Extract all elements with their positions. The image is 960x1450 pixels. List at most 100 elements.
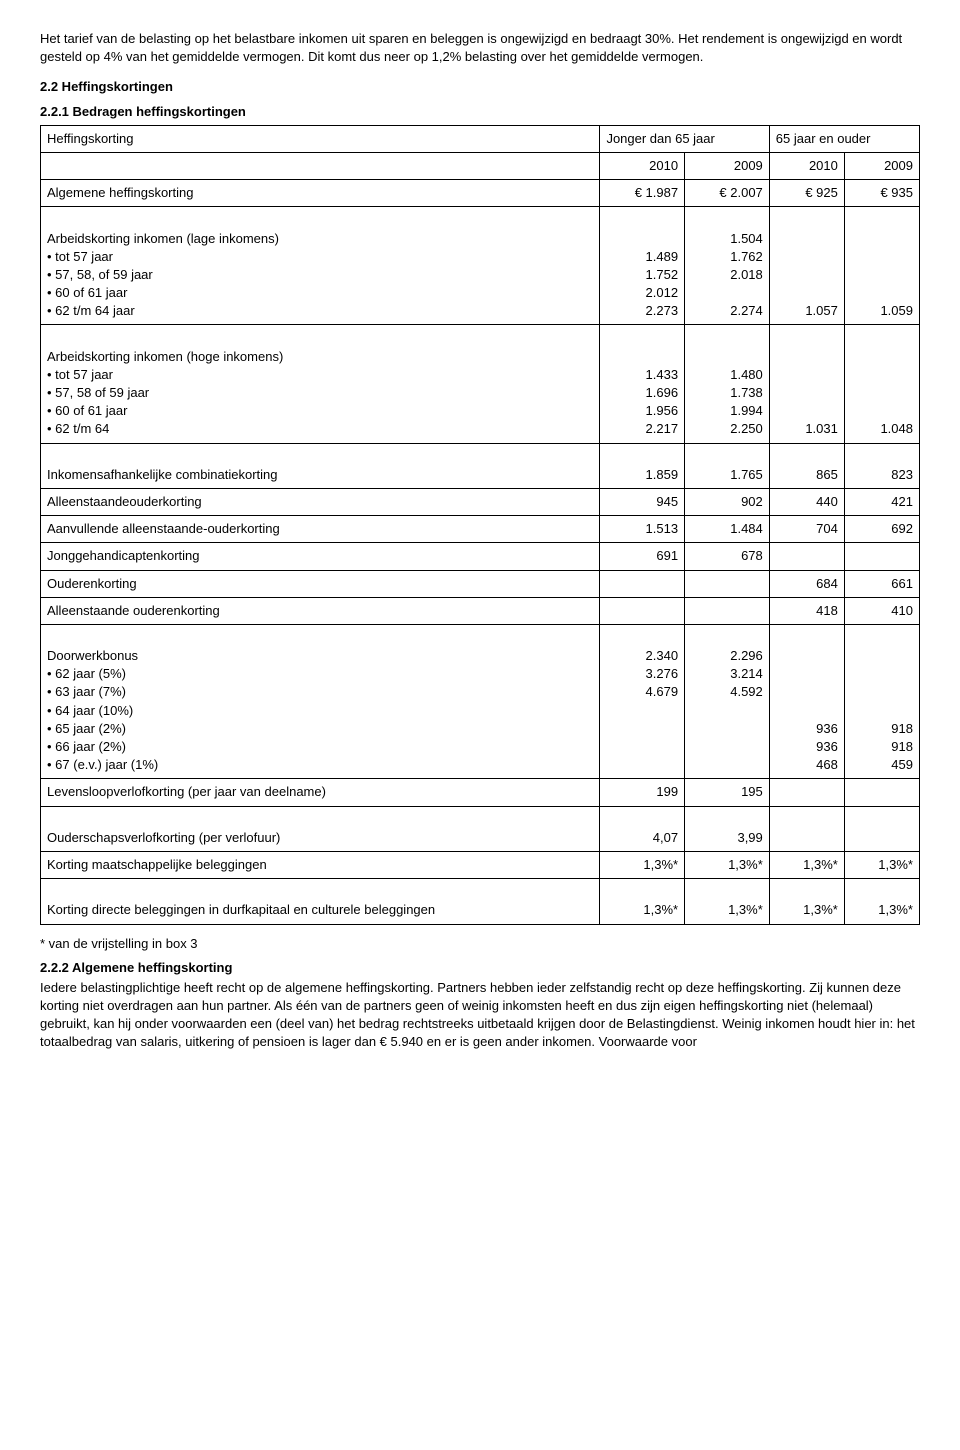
hdr-ouder: 65 jaar en ouder xyxy=(769,125,919,152)
hi-c1-a: 1.433 xyxy=(606,366,678,384)
heading-2-2-1: 2.2.1 Bedragen heffingskortingen xyxy=(40,103,920,121)
row-kdb-label: Korting directe beleggingen in durfkapit… xyxy=(41,879,600,924)
ark-high-o2009: 1.048 xyxy=(844,325,919,443)
ark-high-575859: 57, 58 of 59 jaar xyxy=(47,384,593,402)
ark-low-575859: 57, 58, of 59 jaar xyxy=(47,266,593,284)
ark-low-tot57: tot 57 jaar xyxy=(47,248,593,266)
hi-o2009: 1.048 xyxy=(851,420,913,438)
row-ic-label: Inkomensafhankelijke combinatiekorting xyxy=(41,443,600,488)
ok-2010: 684 xyxy=(769,570,844,597)
ak-2009: 410 xyxy=(844,597,919,624)
ok-j2010 xyxy=(600,570,685,597)
alg-o2009: € 935 xyxy=(844,180,919,207)
osv-o2010 xyxy=(769,806,844,851)
ic-2009: 1.765 xyxy=(685,443,770,488)
ic-label: Inkomensafhankelijke combinatiekorting xyxy=(47,466,593,484)
intro-paragraph: Het tarief van de belasting op het belas… xyxy=(40,30,920,66)
kdb-1: 1,3%* xyxy=(600,879,685,924)
heading-2-2-2: 2.2.2 Algemene heffingskorting xyxy=(40,959,920,977)
low-c1-d: 2.273 xyxy=(606,302,678,320)
ark-low-c2: 1.504 1.762 2.018 2.274 xyxy=(685,207,770,325)
hi-o2010: 1.031 xyxy=(776,420,838,438)
kdb-3: 1,3%* xyxy=(769,879,844,924)
low-o2010: 1.057 xyxy=(776,302,838,320)
lev-2010: 199 xyxy=(600,779,685,806)
ark-high-title: Arbeidskorting inkomen (hoge inkomens) xyxy=(47,348,593,366)
ok-j2009 xyxy=(685,570,770,597)
low-c2-a: 1.504 xyxy=(691,230,763,248)
row-alg-label: Algemene heffingskorting xyxy=(41,180,600,207)
ak-j2010 xyxy=(600,597,685,624)
low-c2-d: 2.274 xyxy=(691,302,763,320)
ic-o2009: 823 xyxy=(844,443,919,488)
hdr-jonger: Jonger dan 65 jaar xyxy=(600,125,769,152)
ark-low-block: Arbeidskorting inkomen (lage inkomens) t… xyxy=(41,207,600,325)
low-c1-c: 2.012 xyxy=(606,284,678,302)
hi-c2-a: 1.480 xyxy=(691,366,763,384)
dwb-65: 65 jaar (2%) xyxy=(47,720,593,738)
dwb-c2: 2.296 3.214 4.592 xyxy=(685,624,770,779)
p-2-2-2: Iedere belastingplichtige heeft recht op… xyxy=(40,979,920,1052)
ak-2010: 418 xyxy=(769,597,844,624)
dwb-63: 63 jaar (7%) xyxy=(47,683,593,701)
hdr-y2009-o: 2009 xyxy=(844,152,919,179)
alg-o2010: € 925 xyxy=(769,180,844,207)
ark-low-c1: 1.489 1.752 2.012 2.273 xyxy=(600,207,685,325)
hi-c2-d: 2.250 xyxy=(691,420,763,438)
ic-2010: 1.859 xyxy=(600,443,685,488)
kmb-4: 1,3%* xyxy=(844,851,919,878)
kdb-4: 1,3%* xyxy=(844,879,919,924)
heading-2-2: 2.2 Heffingskortingen xyxy=(40,78,920,96)
row-osv-label: Ouderschapsverlofkorting (per verlofuur) xyxy=(41,806,600,851)
ark-high-c1: 1.433 1.696 1.956 2.217 xyxy=(600,325,685,443)
alg-2010: € 1.987 xyxy=(600,180,685,207)
ic-o2010: 865 xyxy=(769,443,844,488)
ark-low-6061: 60 of 61 jaar xyxy=(47,284,593,302)
aa-2009: 1.484 xyxy=(685,516,770,543)
ark-high-o2010: 1.031 xyxy=(769,325,844,443)
dwb-62: 62 jaar (5%) xyxy=(47,665,593,683)
al-2010: 945 xyxy=(600,488,685,515)
hdr-y2010-j: 2010 xyxy=(600,152,685,179)
lev-o2010 xyxy=(769,779,844,806)
jg-2009: 678 xyxy=(685,543,770,570)
hi-c2-c: 1.994 xyxy=(691,402,763,420)
ok-2009: 661 xyxy=(844,570,919,597)
row-aa-label: Aanvullende alleenstaande-ouderkorting xyxy=(41,516,600,543)
ark-high-6264: 62 t/m 64 xyxy=(47,420,593,438)
ark-high-block: Arbeidskorting inkomen (hoge inkomens) t… xyxy=(41,325,600,443)
dwb-64: 64 jaar (10%) xyxy=(47,702,593,720)
footnote: * van de vrijstelling in box 3 xyxy=(40,935,920,953)
dwb-title: Doorwerkbonus xyxy=(47,647,593,665)
al-o2010: 440 xyxy=(769,488,844,515)
osv-2009: 3,99 xyxy=(685,806,770,851)
jg-o2010 xyxy=(769,543,844,570)
kdb-2: 1,3%* xyxy=(685,879,770,924)
ark-high-c2: 1.480 1.738 1.994 2.250 xyxy=(685,325,770,443)
aa-o2009: 692 xyxy=(844,516,919,543)
row-al-label: Alleenstaandeouderkorting xyxy=(41,488,600,515)
hdr-y2009-j: 2009 xyxy=(685,152,770,179)
low-o2009: 1.059 xyxy=(851,302,913,320)
dwb-o2010: 936 936 468 xyxy=(769,624,844,779)
row-ok-label: Ouderenkorting xyxy=(41,570,600,597)
kmb-3: 1,3%* xyxy=(769,851,844,878)
ark-low-o2010: 1.057 xyxy=(769,207,844,325)
dwb-67: 67 (e.v.) jaar (1%) xyxy=(47,756,593,774)
hdr-blank xyxy=(41,152,600,179)
alg-2009: € 2.007 xyxy=(685,180,770,207)
heffingskortingen-table: Heffingskorting Jonger dan 65 jaar 65 ja… xyxy=(40,125,920,925)
low-c1-b: 1.752 xyxy=(606,266,678,284)
hdr-y2010-o: 2010 xyxy=(769,152,844,179)
dwb-66: 66 jaar (2%) xyxy=(47,738,593,756)
low-c2-c: 2.018 xyxy=(691,266,763,284)
row-jg-label: Jonggehandicaptenkorting xyxy=(41,543,600,570)
lev-o2009 xyxy=(844,779,919,806)
hi-c1-b: 1.696 xyxy=(606,384,678,402)
kmb-1: 1,3%* xyxy=(600,851,685,878)
ark-high-6061: 60 of 61 jaar xyxy=(47,402,593,420)
dwb-block: Doorwerkbonus 62 jaar (5%) 63 jaar (7%) … xyxy=(41,624,600,779)
hi-c1-d: 2.217 xyxy=(606,420,678,438)
ark-low-6264: 62 t/m 64 jaar xyxy=(47,302,593,320)
aa-o2010: 704 xyxy=(769,516,844,543)
